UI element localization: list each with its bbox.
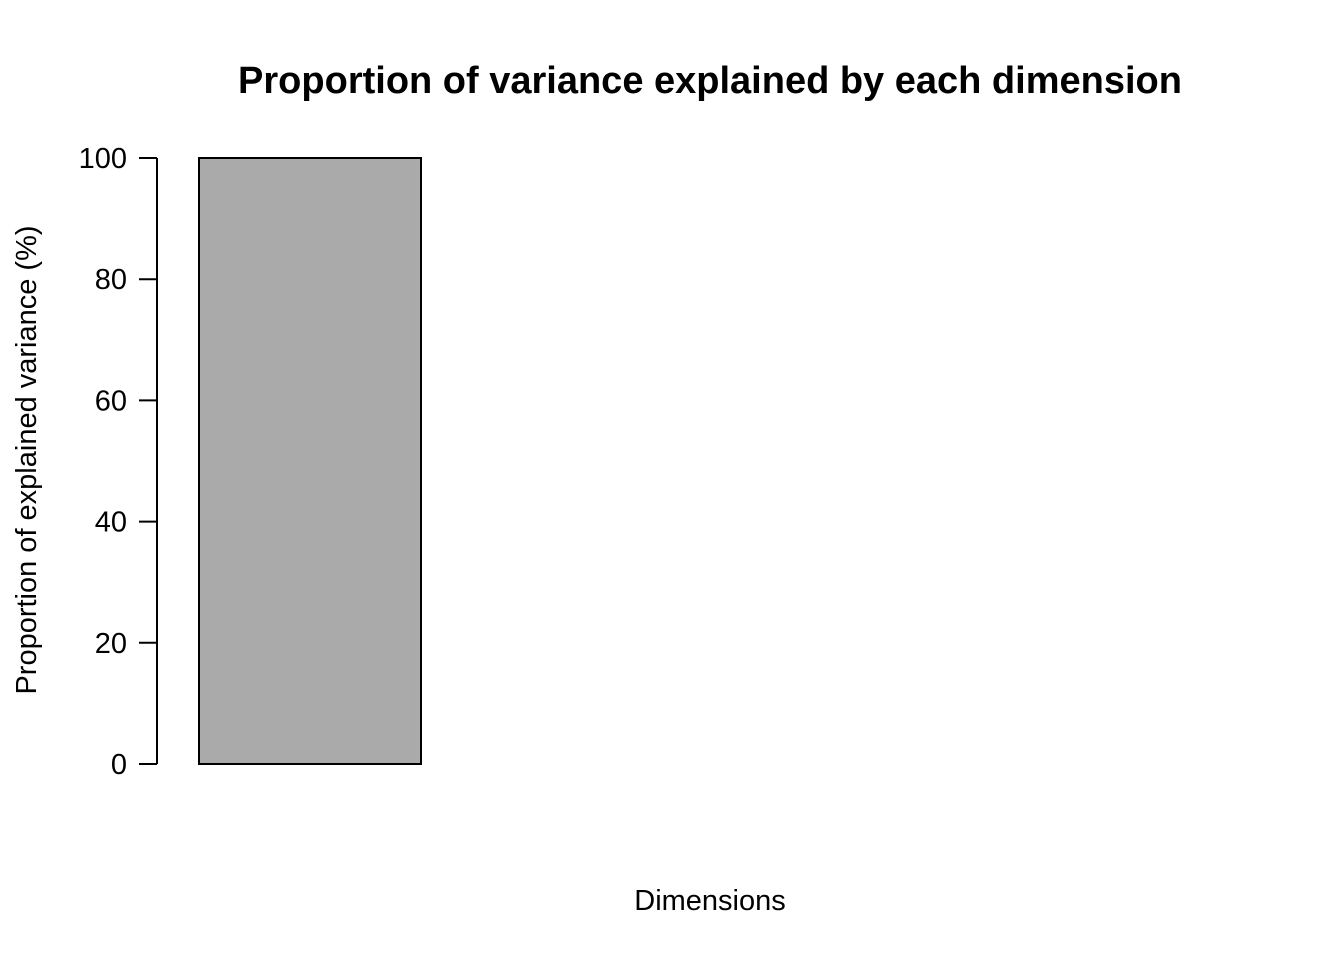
y-tick-label: 60 [95, 385, 127, 417]
chart-title: Proportion of variance explained by each… [238, 60, 1182, 102]
y-tick-label: 80 [95, 264, 127, 296]
y-axis-label: Proportion of explained variance (%) [11, 225, 43, 694]
bar [198, 157, 422, 765]
y-axis: 0 20 40 60 80 100 [79, 143, 158, 781]
bars [198, 157, 422, 765]
y-tick-label: 0 [111, 749, 127, 781]
y-tick-label: 100 [79, 143, 127, 175]
y-tick-label: 40 [95, 507, 127, 539]
y-tick-label: 20 [95, 628, 127, 660]
x-axis-label: Dimensions [634, 885, 786, 917]
